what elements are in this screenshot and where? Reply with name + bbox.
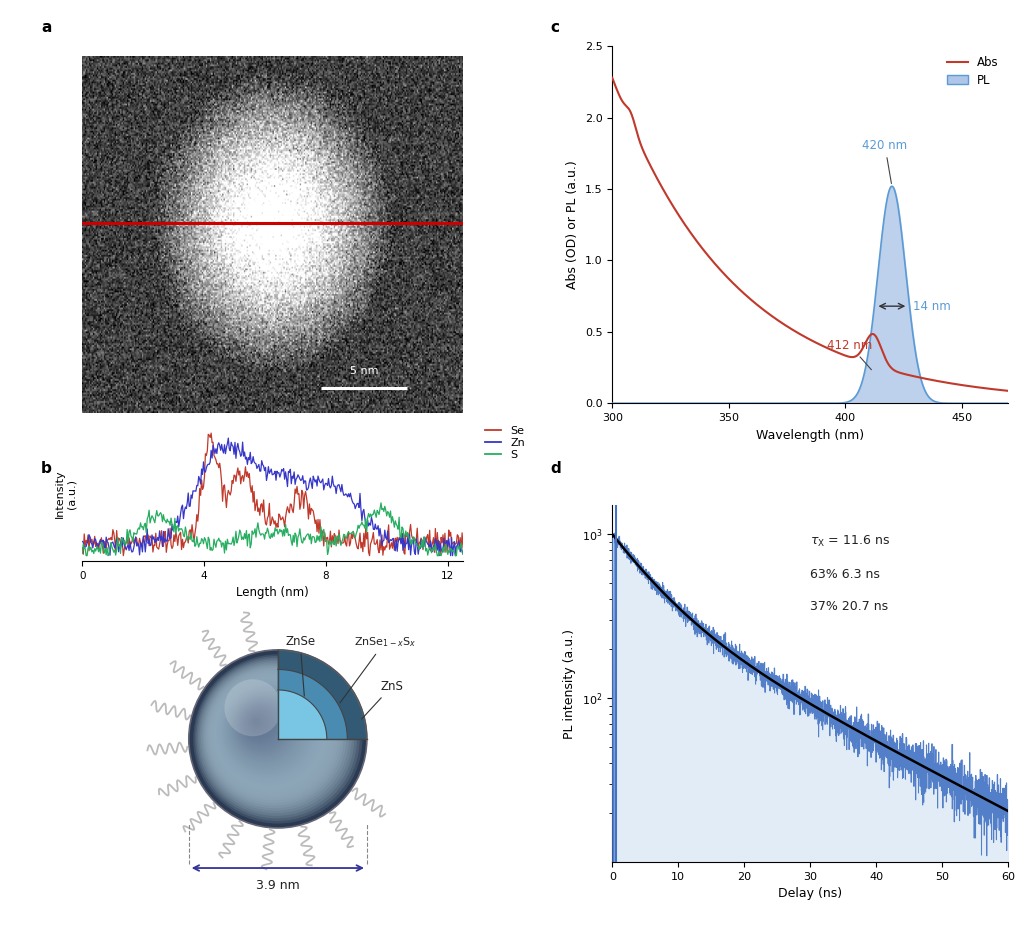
Y-axis label: PL intensity (a.u.): PL intensity (a.u.) [564, 629, 576, 739]
Circle shape [242, 706, 280, 744]
Circle shape [215, 678, 325, 788]
Wedge shape [278, 650, 367, 739]
Circle shape [226, 690, 307, 769]
Wedge shape [278, 690, 327, 739]
Circle shape [236, 699, 290, 755]
Circle shape [220, 682, 317, 780]
Circle shape [246, 711, 272, 736]
Circle shape [193, 654, 362, 823]
Text: c: c [551, 20, 560, 35]
Text: 420 nm: 420 nm [862, 139, 908, 184]
Circle shape [223, 686, 312, 775]
Circle shape [212, 674, 330, 793]
Circle shape [213, 676, 327, 790]
Y-axis label: Intensity
(a.u.): Intensity (a.u.) [56, 469, 77, 518]
Circle shape [234, 698, 293, 757]
Circle shape [206, 667, 341, 803]
Circle shape [221, 684, 314, 778]
Circle shape [237, 701, 288, 752]
Circle shape [227, 691, 304, 768]
Circle shape [194, 656, 360, 821]
Circle shape [252, 717, 261, 726]
Wedge shape [278, 690, 327, 739]
Text: 3.9 nm: 3.9 nm [256, 879, 299, 892]
Circle shape [251, 716, 263, 729]
Circle shape [200, 661, 352, 813]
Text: ZnS: ZnS [361, 679, 403, 719]
Circle shape [254, 719, 258, 724]
Text: a: a [41, 20, 51, 35]
Circle shape [243, 707, 277, 742]
X-axis label: Length (nm): Length (nm) [237, 586, 309, 599]
Text: ZnSe: ZnSe [285, 635, 315, 696]
Wedge shape [278, 669, 347, 739]
Wedge shape [278, 650, 367, 739]
Text: 412 nm: 412 nm [827, 339, 873, 370]
Circle shape [207, 669, 339, 801]
Text: 5 nm: 5 nm [350, 366, 378, 376]
Y-axis label: Abs (OD) or PL (a.u.): Abs (OD) or PL (a.u.) [566, 160, 579, 289]
Circle shape [198, 659, 354, 816]
Circle shape [240, 705, 282, 747]
Circle shape [201, 663, 349, 811]
Circle shape [249, 715, 267, 731]
Circle shape [188, 650, 367, 828]
Circle shape [210, 673, 333, 795]
Text: $\tau_{\rm X}$ = 11.6 ns

63% 6.3 ns

37% 20.7 ns: $\tau_{\rm X}$ = 11.6 ns 63% 6.3 ns 37% … [811, 534, 890, 613]
Circle shape [233, 696, 295, 759]
Circle shape [248, 713, 269, 734]
X-axis label: Delay (ns): Delay (ns) [778, 887, 843, 900]
Circle shape [203, 665, 347, 808]
Text: b: b [41, 461, 52, 476]
Text: 14 nm: 14 nm [913, 299, 951, 312]
Circle shape [217, 679, 322, 785]
Circle shape [218, 681, 320, 782]
Legend: Abs, PL: Abs, PL [944, 52, 1002, 90]
Legend: Se, Zn, S: Se, Zn, S [484, 425, 526, 461]
Circle shape [224, 679, 281, 736]
Circle shape [229, 692, 300, 765]
Circle shape [209, 671, 335, 798]
X-axis label: Wavelength (nm): Wavelength (nm) [756, 428, 864, 441]
Circle shape [197, 657, 357, 819]
Circle shape [224, 688, 309, 772]
Circle shape [245, 709, 275, 739]
Circle shape [204, 666, 344, 806]
Circle shape [239, 703, 285, 749]
Circle shape [230, 694, 298, 762]
Text: ZnSe$_{1-x}$S$_x$: ZnSe$_{1-x}$S$_x$ [340, 635, 416, 703]
Text: d: d [551, 461, 561, 476]
